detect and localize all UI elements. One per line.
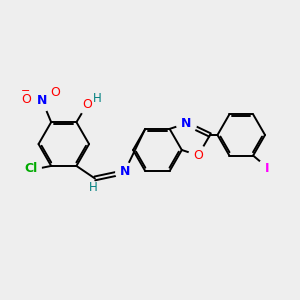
Text: O: O xyxy=(50,86,60,99)
Text: H: H xyxy=(89,182,98,194)
Text: N: N xyxy=(181,117,191,130)
Text: Cl: Cl xyxy=(25,162,38,175)
Text: N: N xyxy=(119,165,130,178)
Text: −: − xyxy=(21,86,30,96)
Text: N: N xyxy=(37,94,47,107)
Text: I: I xyxy=(265,162,269,175)
Text: O: O xyxy=(21,93,31,106)
Text: H: H xyxy=(93,92,101,105)
Text: O: O xyxy=(82,98,92,111)
Text: O: O xyxy=(193,149,203,162)
